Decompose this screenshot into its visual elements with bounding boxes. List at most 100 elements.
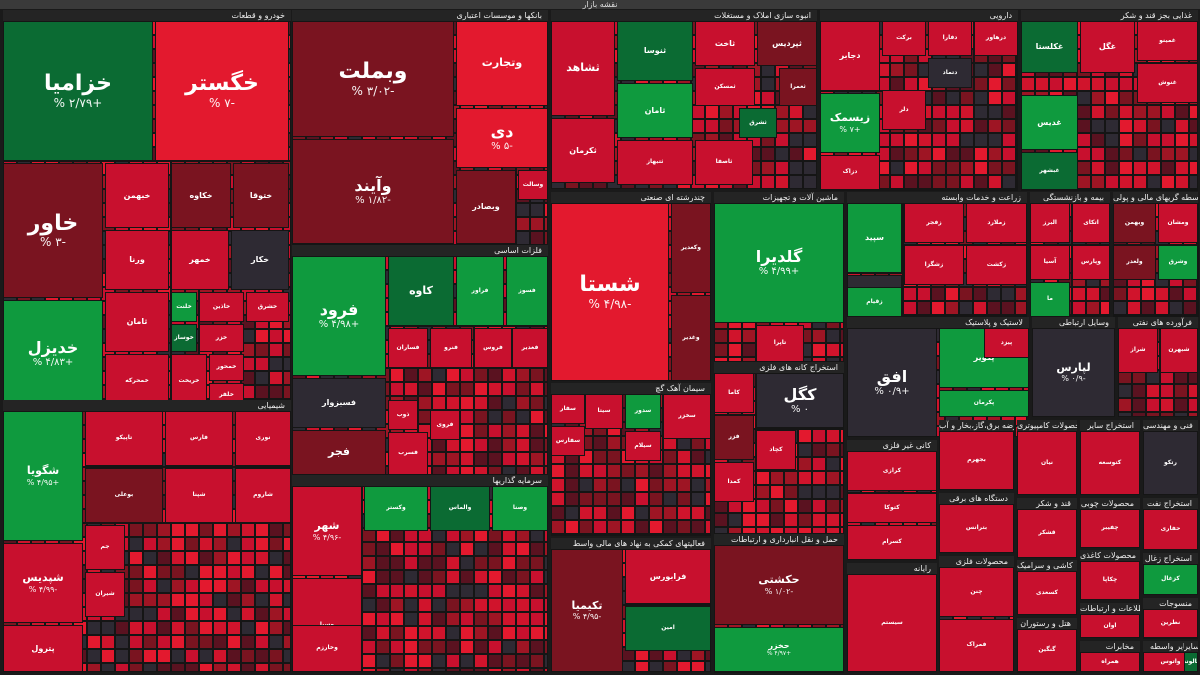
minor-stock-tile[interactable] xyxy=(157,593,171,607)
minor-stock-tile[interactable] xyxy=(488,668,502,672)
minor-stock-tile[interactable] xyxy=(1161,175,1175,189)
stock-tile[interactable]: زکشت xyxy=(966,245,1027,285)
minor-stock-tile[interactable] xyxy=(129,663,143,672)
stock-tile[interactable]: گنگین xyxy=(1017,629,1077,672)
minor-stock-tile[interactable] xyxy=(269,371,283,385)
minor-stock-tile[interactable] xyxy=(1002,63,1016,77)
minor-stock-tile[interactable] xyxy=(530,217,544,231)
minor-stock-tile[interactable] xyxy=(376,668,390,672)
minor-stock-tile[interactable] xyxy=(1133,105,1147,119)
minor-stock-tile[interactable] xyxy=(770,513,784,527)
minor-stock-tile[interactable] xyxy=(946,105,960,119)
minor-stock-tile[interactable] xyxy=(460,598,474,612)
minor-stock-tile[interactable] xyxy=(530,466,544,475)
minor-stock-tile[interactable] xyxy=(171,649,185,663)
minor-stock-tile[interactable] xyxy=(101,663,115,672)
minor-stock-tile[interactable] xyxy=(143,621,157,635)
minor-stock-tile[interactable] xyxy=(840,429,844,443)
minor-stock-tile[interactable] xyxy=(677,534,691,536)
minor-stock-tile[interactable] xyxy=(1118,412,1132,417)
minor-stock-tile[interactable] xyxy=(283,663,291,672)
minor-stock-tile[interactable] xyxy=(418,654,432,668)
minor-stock-tile[interactable] xyxy=(269,579,283,593)
minor-stock-tile[interactable] xyxy=(1133,147,1147,161)
stock-tile[interactable]: سیلام xyxy=(625,431,661,461)
minor-stock-tile[interactable] xyxy=(390,584,404,598)
minor-stock-tile[interactable] xyxy=(87,663,101,672)
minor-stock-tile[interactable] xyxy=(227,593,241,607)
minor-stock-tile[interactable] xyxy=(199,551,213,565)
minor-stock-tile[interactable] xyxy=(691,506,705,520)
minor-stock-tile[interactable] xyxy=(530,452,544,466)
minor-stock-tile[interactable] xyxy=(1049,77,1063,91)
minor-stock-tile[interactable] xyxy=(798,429,812,443)
minor-stock-tile[interactable] xyxy=(283,371,291,385)
minor-stock-tile[interactable] xyxy=(488,466,502,475)
minor-stock-tile[interactable] xyxy=(890,133,904,147)
minor-stock-tile[interactable] xyxy=(502,640,516,654)
minor-stock-tile[interactable] xyxy=(1091,105,1105,119)
minor-stock-tile[interactable] xyxy=(903,301,917,315)
minor-stock-tile[interactable] xyxy=(1132,384,1146,398)
minor-stock-tile[interactable] xyxy=(946,175,960,189)
minor-stock-tile[interactable] xyxy=(474,612,488,626)
minor-stock-tile[interactable] xyxy=(826,429,840,443)
minor-stock-tile[interactable] xyxy=(1175,161,1189,175)
minor-stock-tile[interactable] xyxy=(101,621,115,635)
minor-stock-tile[interactable] xyxy=(129,537,143,551)
minor-stock-tile[interactable] xyxy=(784,499,798,513)
minor-stock-tile[interactable] xyxy=(742,343,756,357)
minor-stock-tile[interactable] xyxy=(1105,119,1119,133)
stock-tile[interactable]: فرابورس xyxy=(625,549,711,604)
minor-stock-tile[interactable] xyxy=(987,287,1001,301)
stock-tile[interactable]: بوعلی xyxy=(85,468,163,523)
minor-stock-tile[interactable] xyxy=(530,556,544,570)
minor-stock-tile[interactable] xyxy=(227,565,241,579)
minor-stock-tile[interactable] xyxy=(904,147,918,161)
minor-stock-tile[interactable] xyxy=(390,598,404,612)
minor-stock-tile[interactable] xyxy=(812,471,826,485)
minor-stock-tile[interactable] xyxy=(812,443,826,457)
minor-stock-tile[interactable] xyxy=(474,626,488,640)
minor-stock-tile[interactable] xyxy=(579,478,593,492)
minor-stock-tile[interactable] xyxy=(663,534,677,536)
minor-stock-tile[interactable] xyxy=(960,175,974,189)
minor-stock-tile[interactable] xyxy=(593,436,607,450)
minor-stock-tile[interactable] xyxy=(530,382,544,396)
minor-stock-tile[interactable] xyxy=(1077,147,1091,161)
stock-tile[interactable]: خزامیا% ۲/۷۹+ xyxy=(3,21,153,161)
minor-stock-tile[interactable] xyxy=(1016,105,1018,119)
minor-stock-tile[interactable] xyxy=(530,570,544,584)
minor-stock-tile[interactable] xyxy=(988,119,1002,133)
minor-stock-tile[interactable] xyxy=(742,527,756,534)
minor-stock-tile[interactable] xyxy=(213,635,227,649)
minor-stock-tile[interactable] xyxy=(1161,105,1175,119)
minor-stock-tile[interactable] xyxy=(789,175,803,189)
minor-stock-tile[interactable] xyxy=(199,593,213,607)
minor-stock-tile[interactable] xyxy=(488,542,502,556)
minor-stock-tile[interactable] xyxy=(649,520,663,534)
stock-tile[interactable]: غگل xyxy=(1080,21,1135,73)
minor-stock-tile[interactable] xyxy=(1119,91,1133,105)
minor-stock-tile[interactable] xyxy=(474,654,488,668)
minor-stock-tile[interactable] xyxy=(932,119,946,133)
minor-stock-tile[interactable] xyxy=(770,527,784,534)
stock-tile[interactable]: زفجر xyxy=(904,203,964,243)
minor-stock-tile[interactable] xyxy=(1141,287,1155,301)
minor-stock-tile[interactable] xyxy=(283,649,291,663)
minor-stock-tile[interactable] xyxy=(840,499,844,513)
minor-stock-tile[interactable] xyxy=(1119,161,1133,175)
minor-stock-tile[interactable] xyxy=(635,478,649,492)
stock-tile[interactable]: وتجارت xyxy=(456,21,548,106)
minor-stock-tile[interactable] xyxy=(960,147,974,161)
minor-stock-tile[interactable] xyxy=(1155,301,1169,315)
minor-stock-tile[interactable] xyxy=(579,534,593,536)
stock-tile[interactable]: غبشهر xyxy=(1021,152,1078,190)
minor-stock-tile[interactable] xyxy=(544,466,548,475)
minor-stock-tile[interactable] xyxy=(1189,119,1198,133)
stock-tile[interactable]: پترول xyxy=(3,625,83,672)
stock-tile[interactable]: رتکو xyxy=(1143,431,1198,495)
minor-stock-tile[interactable] xyxy=(1077,161,1091,175)
minor-stock-tile[interactable] xyxy=(544,410,548,424)
stock-tile[interactable]: وصنا xyxy=(492,486,548,531)
